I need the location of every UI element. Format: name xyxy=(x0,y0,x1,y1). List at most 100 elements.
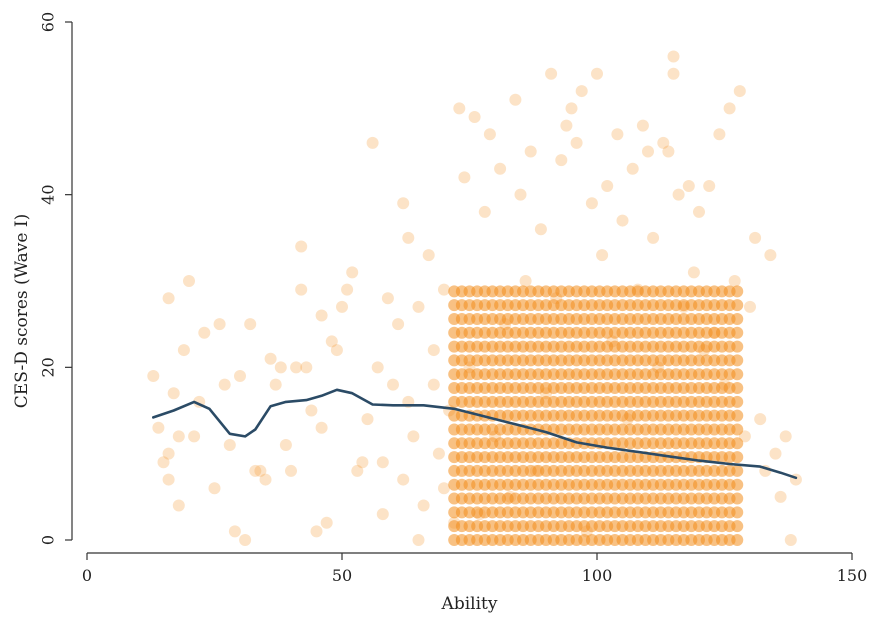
scatter-point xyxy=(728,275,741,287)
scatter-point xyxy=(356,456,369,469)
scatter-point xyxy=(198,326,211,339)
scatter-point xyxy=(483,128,496,141)
scatter-point xyxy=(325,335,338,348)
scatter-point xyxy=(397,197,410,210)
scatter-point xyxy=(427,344,440,357)
scatter-point xyxy=(172,430,185,443)
scatter-point xyxy=(606,335,619,348)
scatter-point xyxy=(234,369,246,382)
scatter-point xyxy=(529,464,542,477)
scatter-point xyxy=(540,387,552,400)
scatter-point xyxy=(718,378,731,391)
y-tick-label: 20 xyxy=(39,357,58,377)
scatter-point xyxy=(580,525,593,538)
scatter-point xyxy=(274,361,287,374)
scatter-point xyxy=(376,456,389,469)
scatter-point xyxy=(731,423,744,436)
scatter-point xyxy=(601,180,614,193)
scatter-point xyxy=(585,197,598,210)
scatter-point xyxy=(188,430,201,443)
scatter-point xyxy=(310,525,323,538)
scatter-point xyxy=(731,354,744,367)
scatter-point xyxy=(733,85,746,98)
scatter-point xyxy=(285,464,297,477)
scatter-point xyxy=(412,300,425,313)
scatter-point xyxy=(279,439,292,452)
scatter-point xyxy=(305,404,318,417)
scatter-point xyxy=(162,473,175,486)
scatter-point xyxy=(731,520,744,533)
scatter-point xyxy=(147,369,160,382)
scatter-point xyxy=(162,447,175,460)
scatter-point xyxy=(341,283,354,296)
scatter-point xyxy=(330,344,343,357)
scatter-point xyxy=(346,266,359,279)
scatter-point xyxy=(731,285,744,298)
scatter-point xyxy=(453,102,466,115)
scatter-point xyxy=(218,378,231,391)
scatter-point xyxy=(698,344,711,357)
y-tick-label: 0 xyxy=(39,535,58,545)
scatter-point xyxy=(703,180,716,193)
scatter-point xyxy=(371,361,384,374)
scatter-point xyxy=(749,231,762,244)
scatter-point xyxy=(504,490,517,503)
scatter-point xyxy=(652,361,665,374)
scatter-point xyxy=(458,171,471,184)
scatter-point xyxy=(731,464,744,477)
scatter-point xyxy=(489,430,501,443)
scatter-point xyxy=(744,300,756,313)
scatter-point xyxy=(448,516,461,529)
scatter-point xyxy=(438,482,450,495)
scatter-point xyxy=(677,300,690,313)
scatter-point xyxy=(708,326,721,339)
scatter-point xyxy=(636,119,649,132)
scatter-point xyxy=(657,136,670,149)
scatter-points xyxy=(147,50,802,546)
scatter-point xyxy=(534,223,547,236)
x-tick-label: 0 xyxy=(82,566,92,585)
scatter-point xyxy=(723,102,736,115)
x-tick-label: 50 xyxy=(332,566,352,585)
scatter-point xyxy=(422,249,435,262)
scatter-point xyxy=(774,490,787,503)
scatter-point xyxy=(468,110,481,123)
smoothed-trend-line xyxy=(152,388,798,480)
scatter-point xyxy=(611,128,624,141)
scatter-point xyxy=(387,378,399,391)
scatter-point xyxy=(642,145,654,158)
scatter-point xyxy=(473,508,486,521)
scatter-point xyxy=(731,368,744,381)
scatter-point xyxy=(524,145,537,158)
y-tick-label: 40 xyxy=(39,184,58,204)
scatter-point xyxy=(172,499,185,512)
scatter-point xyxy=(731,382,744,395)
scatter-point xyxy=(682,180,695,193)
scatter-point xyxy=(315,309,328,322)
scatter-point xyxy=(779,430,792,443)
scatter-point xyxy=(397,473,410,486)
scatter-point xyxy=(731,437,744,450)
x-axis-label: Ability xyxy=(441,594,498,614)
scatter-point xyxy=(738,430,751,443)
scatter-point xyxy=(591,67,603,80)
scatter-point xyxy=(295,283,308,296)
y-axis-ticks: 0 20 40 60 xyxy=(39,12,72,545)
scatter-point xyxy=(626,162,639,175)
scatter-point xyxy=(177,344,190,357)
scatter-point xyxy=(519,275,532,287)
scatter-point xyxy=(244,318,257,331)
scatter-point xyxy=(157,456,170,469)
scatter-point xyxy=(443,404,456,417)
scatter-point xyxy=(550,292,563,305)
scatter-point xyxy=(731,478,744,491)
scatter-point xyxy=(427,378,440,391)
y-axis-label: CES-D scores (Wave I) xyxy=(12,214,32,408)
scatter-point xyxy=(672,188,685,201)
scatter-point xyxy=(731,312,744,325)
x-axis-ticks: 0 50 100 150 xyxy=(82,553,867,585)
scatter-point xyxy=(295,240,308,253)
scatter-point xyxy=(376,508,389,521)
scatter-point xyxy=(361,413,374,426)
